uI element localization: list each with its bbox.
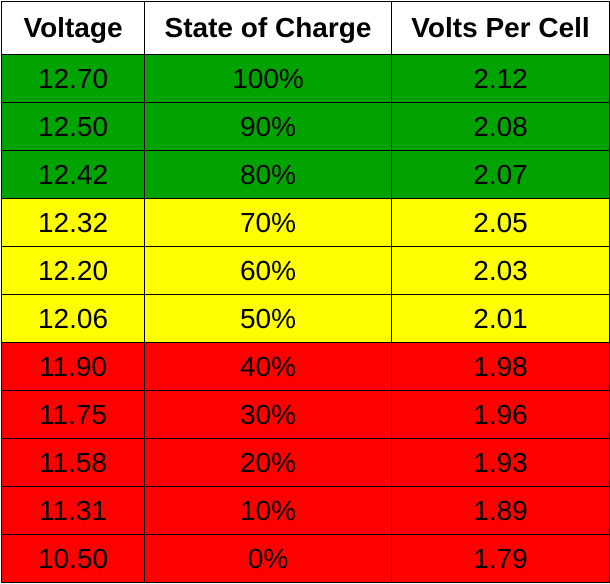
table-cell: 11.31 [1,486,145,535]
table-cell: 2.08 [391,102,610,151]
table-cell: 40% [144,342,392,391]
table-cell: 90% [144,102,392,151]
table-cell: 30% [144,390,392,439]
table-cell: 20% [144,438,392,487]
table-cell: 100% [144,54,392,103]
table-cell: 80% [144,150,392,199]
table-cell: 12.50 [1,102,145,151]
table-row: 12.70 100% 2.12 [1,54,610,103]
header-cell: Voltage [1,1,145,55]
table-cell: 12.06 [1,294,145,343]
table-row: 12.32 70% 2.05 [1,198,610,247]
header-cell: State of Charge [144,1,392,55]
table-cell: 11.75 [1,390,145,439]
table-cell: 1.79 [391,534,610,583]
table-cell: 1.98 [391,342,610,391]
table-cell: 2.12 [391,54,610,103]
table-row: 12.20 60% 2.03 [1,246,610,295]
table-cell: 2.03 [391,246,610,295]
table-cell: 1.96 [391,390,610,439]
table-row: 12.50 90% 2.08 [1,102,610,151]
table-cell: 10% [144,486,392,535]
table-cell: 12.20 [1,246,145,295]
table-cell: 2.05 [391,198,610,247]
table-cell: 12.32 [1,198,145,247]
table-row: 10.50 0% 1.79 [1,534,610,583]
table-row: 12.42 80% 2.07 [1,150,610,199]
table-row: 11.75 30% 1.96 [1,390,610,439]
header-row: Voltage State of Charge Volts Per Cell [1,1,610,55]
table-cell: 2.07 [391,150,610,199]
table-row: 12.06 50% 2.01 [1,294,610,343]
table-cell: 2.01 [391,294,610,343]
header-cell: Volts Per Cell [391,1,610,55]
table-cell: 12.70 [1,54,145,103]
table-cell: 11.58 [1,438,145,487]
table-row: 11.90 40% 1.98 [1,342,610,391]
table-row: 11.31 10% 1.89 [1,486,610,535]
table-cell: 1.93 [391,438,610,487]
table-cell: 50% [144,294,392,343]
table-cell: 10.50 [1,534,145,583]
table-cell: 60% [144,246,392,295]
table-cell: 0% [144,534,392,583]
table-cell: 70% [144,198,392,247]
table-cell: 1.89 [391,486,610,535]
table-cell: 12.42 [1,150,145,199]
table-cell: 11.90 [1,342,145,391]
table-row: 11.58 20% 1.93 [1,438,610,487]
